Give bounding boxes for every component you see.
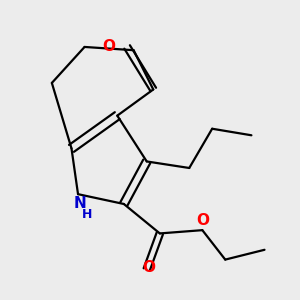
- Text: O: O: [103, 39, 116, 54]
- Text: O: O: [196, 214, 209, 229]
- Text: O: O: [142, 260, 155, 275]
- Text: H: H: [82, 208, 92, 221]
- Text: N: N: [73, 196, 86, 211]
